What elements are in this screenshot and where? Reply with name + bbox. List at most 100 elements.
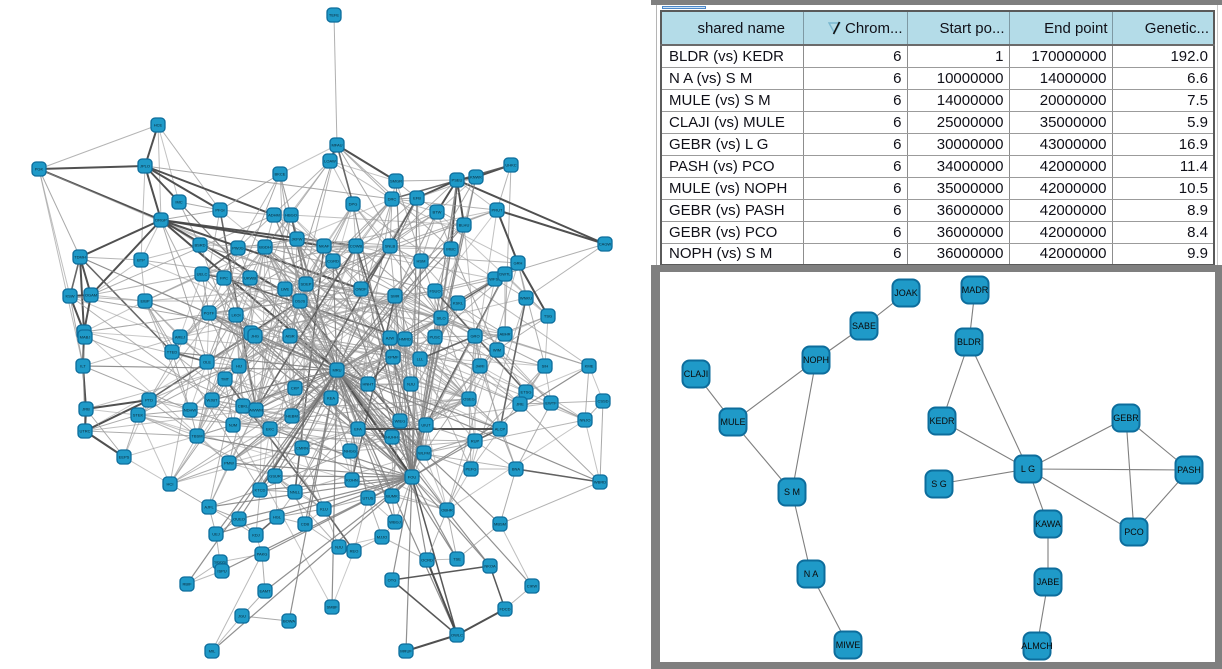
svg-text:JGU: JGU <box>238 614 246 619</box>
svg-text:OUEO: OUEO <box>233 517 245 522</box>
svg-text:N A: N A <box>804 569 819 579</box>
svg-text:HCI: HCI <box>167 482 174 487</box>
svg-text:JPLO: JPLO <box>140 164 150 169</box>
svg-text:KLU: KLU <box>320 507 328 512</box>
svg-text:NKAF: NKAF <box>319 244 330 249</box>
svg-text:STEK: STEK <box>133 413 144 418</box>
svg-text:PFGI: PFGI <box>215 208 224 213</box>
svg-text:HSM: HSM <box>417 259 426 264</box>
svg-text:PAKG: PAKG <box>257 552 268 557</box>
svg-text:CMRN: CMRN <box>296 446 308 451</box>
svg-text:FPC: FPC <box>220 276 228 281</box>
svg-text:KEA: KEA <box>327 396 335 401</box>
svg-text:JHG: JHG <box>251 334 259 339</box>
svg-text:S M: S M <box>784 487 800 497</box>
svg-text:COWB: COWB <box>350 244 363 249</box>
svg-text:MABJ: MABJ <box>80 335 91 340</box>
svg-text:ALMCH: ALMCH <box>1021 641 1053 651</box>
svg-text:EEPS: EEPS <box>119 455 130 460</box>
svg-text:BNA: BNA <box>512 467 521 472</box>
svg-text:JKFW: JKFW <box>292 237 303 242</box>
svg-text:CIKW: CIKW <box>527 584 538 589</box>
svg-text:MRUF: MRUF <box>400 649 412 654</box>
svg-text:SMBF: SMBF <box>326 605 338 610</box>
svg-text:AWWM: AWWM <box>249 408 262 413</box>
svg-text:DPG: DPG <box>349 202 358 207</box>
svg-text:PTD: PTD <box>145 398 153 403</box>
svg-text:NDHW: NDHW <box>184 408 197 413</box>
svg-text:TBSM: TBSM <box>191 434 202 439</box>
svg-text:JHRI: JHRI <box>476 364 485 369</box>
svg-text:MJJO: MJJO <box>377 535 387 540</box>
svg-text:SDEP: SDEP <box>301 282 312 287</box>
svg-text:CBKL: CBKL <box>238 404 249 409</box>
svg-text:UTUS: UTUS <box>363 496 374 501</box>
svg-text:BTP: BTP <box>137 258 145 263</box>
svg-text:MFAU: MFAU <box>331 143 342 148</box>
svg-text:WNKU: WNKU <box>520 296 532 301</box>
svg-text:WIM: WIM <box>493 348 501 353</box>
svg-text:EKC: EKC <box>266 427 274 432</box>
svg-text:BTW: BTW <box>433 210 442 215</box>
svg-text:CGRD: CGRD <box>327 259 339 264</box>
svg-text:BKCE: BKCE <box>275 172 286 177</box>
svg-text:CSSD: CSSD <box>597 399 608 404</box>
svg-text:BGDH: BGDH <box>259 245 271 250</box>
svg-text:GEBR: GEBR <box>1113 413 1139 423</box>
svg-text:NHGG: NHGG <box>344 449 356 454</box>
svg-text:ISPU: ISPU <box>217 569 226 574</box>
svg-text:JOAK: JOAK <box>894 288 918 298</box>
svg-text:EFA: EFA <box>354 427 362 432</box>
svg-text:GSUR: GSUR <box>269 474 281 479</box>
svg-text:KDJ: KDJ <box>252 533 260 538</box>
svg-text:HBGO: HBGO <box>285 213 297 218</box>
svg-text:PCO: PCO <box>1124 527 1144 537</box>
svg-text:AREJ: AREJ <box>175 335 185 340</box>
svg-text:OGAM: OGAM <box>85 293 97 298</box>
svg-text:RBIF: RBIF <box>182 582 192 587</box>
svg-text:BOWA: BOWA <box>283 619 295 624</box>
svg-text:MADR: MADR <box>962 285 989 295</box>
svg-text:EAMT: EAMT <box>259 589 271 594</box>
svg-text:KAWA: KAWA <box>1035 519 1061 529</box>
svg-text:LKOI: LKOI <box>231 313 240 318</box>
svg-text:AJFL: AJFL <box>204 505 214 510</box>
svg-text:KSW: KSW <box>65 294 74 299</box>
svg-text:WBGJ: WBGJ <box>389 520 401 525</box>
svg-text:LOAW: LOAW <box>324 159 336 164</box>
svg-text:S G: S G <box>931 479 947 489</box>
svg-text:ADHM: ADHM <box>268 213 280 218</box>
svg-text:L G: L G <box>1021 464 1035 474</box>
svg-text:PRUT: PRUT <box>492 208 503 213</box>
svg-text:HEBM: HEBM <box>286 414 298 419</box>
svg-text:NNLL: NNLL <box>290 490 301 495</box>
svg-text:KME: KME <box>585 364 594 369</box>
svg-text:IMC: IMC <box>175 200 182 205</box>
svg-text:UTRC: UTRC <box>79 429 90 434</box>
svg-text:OTG: OTG <box>388 578 397 583</box>
svg-text:NJU: NJU <box>407 382 415 387</box>
svg-text:HNHT: HNHT <box>362 382 374 387</box>
svg-text:DRC: DRC <box>388 197 397 202</box>
svg-text:SGGS: SGGS <box>214 560 226 565</box>
svg-text:ETSG: ETSG <box>521 390 532 395</box>
svg-text:CDB: CDB <box>301 522 310 527</box>
svg-text:LWE: LWE <box>281 287 290 292</box>
svg-text:PASH: PASH <box>1177 465 1201 475</box>
svg-text:BLHU: BLHU <box>459 223 470 228</box>
svg-text:FSUO: FSUO <box>429 289 440 294</box>
svg-text:WJBT: WJBT <box>207 398 218 403</box>
svg-text:OCRD: OCRD <box>421 558 433 563</box>
svg-text:SIH: SIH <box>542 364 549 369</box>
svg-text:SMGR: SMGR <box>390 179 402 184</box>
svg-text:RUP: RUP <box>471 439 480 444</box>
svg-text:WBRD: WBRD <box>594 480 606 485</box>
svg-text:CKP: CKP <box>291 386 300 391</box>
svg-text:HCE: HCE <box>154 123 163 128</box>
svg-text:PSEU: PSEU <box>452 178 463 183</box>
svg-text:HIJ: HIJ <box>236 364 242 369</box>
svg-text:KEDR: KEDR <box>929 416 955 426</box>
svg-text:NKOA: NKOA <box>484 564 496 569</box>
svg-text:SMR: SMR <box>391 294 400 299</box>
svg-text:EFB: EFB <box>413 196 421 201</box>
